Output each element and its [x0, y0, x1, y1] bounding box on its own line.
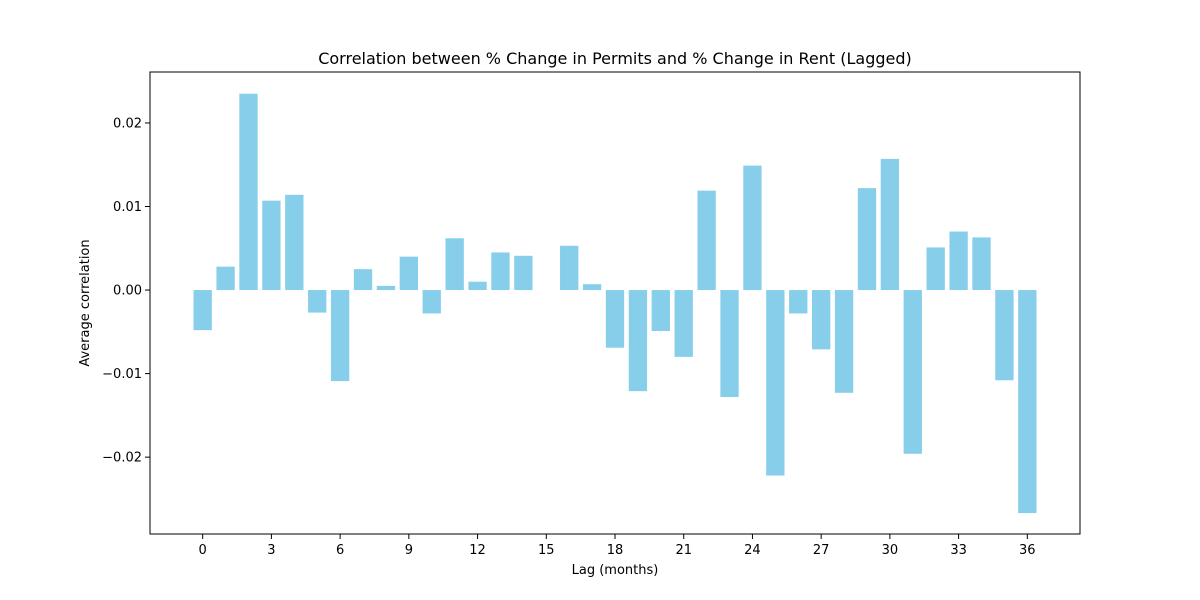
x-tick-label: 18	[607, 543, 624, 558]
bar-lag-35	[995, 290, 1014, 381]
bar-lag-18	[605, 290, 625, 348]
x-tick-label: 6	[336, 543, 344, 558]
bar-lag-25	[766, 290, 785, 476]
bar-lag-1	[216, 266, 235, 291]
bar-lag-19	[628, 290, 648, 392]
x-tick-label: 30	[882, 543, 899, 558]
x-tick-label: 24	[744, 543, 761, 558]
chart-title: Correlation between % Change in Permits …	[318, 49, 912, 68]
bar-lag-21	[674, 290, 693, 357]
bars-group	[193, 93, 1037, 514]
y-tick-label: 0.01	[113, 200, 142, 215]
bar-lag-20	[651, 290, 670, 331]
bar-lag-2	[239, 93, 258, 291]
bar-lag-16	[560, 245, 579, 291]
bar-lag-30	[880, 158, 900, 291]
bar-lag-26	[789, 290, 808, 314]
bar-lag-34	[972, 237, 991, 291]
x-tick-label: 9	[405, 543, 413, 558]
bar-lag-32	[926, 247, 945, 291]
bar-lag-27	[811, 290, 831, 350]
bar-lag-24	[743, 165, 762, 291]
x-axis-label: Lag (months)	[572, 563, 659, 578]
bar-lag-28	[834, 290, 854, 393]
x-tick-label: 27	[813, 543, 830, 558]
bar-lag-13	[491, 252, 510, 291]
x-tick-label: 3	[267, 543, 275, 558]
bar-lag-5	[308, 290, 327, 313]
bar-lag-10	[422, 290, 441, 314]
bar-lag-22	[697, 190, 716, 291]
bar-lag-6	[330, 290, 350, 382]
x-tick-label: 0	[199, 543, 207, 558]
bar-lag-4	[285, 194, 304, 291]
bar-lag-17	[582, 284, 602, 291]
bar-lag-36	[1018, 290, 1037, 514]
bar-lag-7	[353, 269, 373, 291]
bar-lag-9	[399, 256, 419, 291]
bar-lag-23	[720, 290, 739, 397]
bar-lag-0	[193, 290, 212, 331]
bar-lag-31	[903, 290, 922, 454]
x-axis: 0 3 6 9 12 15 18 21 24 27 30 33 36	[199, 534, 1036, 558]
y-tick-label: 0.02	[113, 116, 142, 131]
bar-lag-3	[262, 200, 281, 291]
plot-frame	[149, 71, 1081, 535]
x-tick-label: 36	[1019, 543, 1036, 558]
bar-lag-12	[468, 281, 487, 291]
bar-lag-29	[857, 188, 877, 291]
bar-lag-8	[376, 285, 396, 291]
y-axis-label: Average correlation	[78, 239, 93, 366]
bar-lag-14	[514, 255, 533, 291]
y-tick-label: −0.01	[102, 367, 142, 382]
x-tick-label: 21	[675, 543, 692, 558]
y-tick-label: −0.02	[102, 451, 142, 466]
x-tick-label: 33	[950, 543, 967, 558]
y-tick-label: 0.00	[113, 284, 142, 299]
x-tick-label: 12	[469, 543, 486, 558]
bar-lag-33	[949, 231, 968, 291]
bar-lag-11	[445, 238, 464, 291]
x-tick-label: 15	[538, 543, 555, 558]
y-axis: −0.02 −0.01 0.00 0.01 0.02	[102, 116, 150, 466]
